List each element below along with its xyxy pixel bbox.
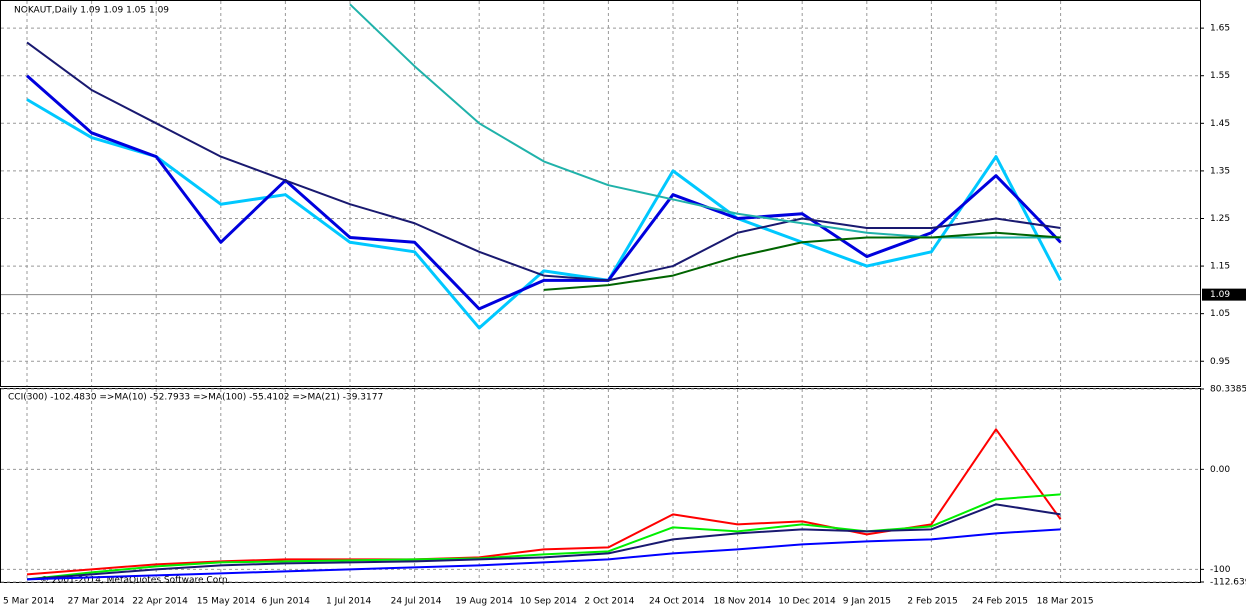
x-tick-label: 10 Dec 2014 bbox=[778, 597, 836, 607]
x-tick-label: 2 Feb 2015 bbox=[907, 597, 957, 607]
y-tick-label: 0.00 bbox=[1210, 465, 1230, 475]
x-tick-label: 19 Aug 2014 bbox=[455, 597, 513, 607]
main-panel bbox=[0, 0, 1201, 387]
x-tick-label: 9 Jan 2015 bbox=[843, 597, 891, 607]
x-tick-label: 10 Sep 2014 bbox=[520, 597, 577, 607]
x-tick-label: 27 Mar 2014 bbox=[68, 597, 125, 607]
indicator-panel bbox=[0, 388, 1201, 583]
x-tick-label: 22 Apr 2014 bbox=[132, 597, 188, 607]
last-price-label: 1.09 bbox=[1210, 290, 1230, 300]
x-tick-label: 5 Mar 2014 bbox=[3, 597, 55, 607]
y-tick-label: 1.45 bbox=[1210, 119, 1230, 129]
y-tick-label: 1.35 bbox=[1210, 166, 1230, 176]
y-tick-label: 1.65 bbox=[1210, 24, 1230, 34]
series-line bbox=[26, 503, 1061, 581]
x-tick-label: 1 Jul 2014 bbox=[326, 597, 371, 607]
x-tick-label: 6 Jun 2014 bbox=[261, 597, 310, 607]
x-tick-label: 18 Nov 2014 bbox=[714, 597, 772, 607]
series-line bbox=[26, 528, 1061, 581]
y-tick-label: 1.15 bbox=[1210, 262, 1230, 272]
series-line bbox=[26, 41, 1061, 282]
y-tick-label: 0.95 bbox=[1210, 357, 1230, 367]
x-tick-label: 24 Feb 2015 bbox=[972, 597, 1028, 607]
indicator-title: CCI(300) -102.4830 =>MA(10) -52.7933 =>M… bbox=[8, 393, 383, 403]
x-tick-label: 24 Oct 2014 bbox=[649, 597, 705, 607]
y-tick-label: -112.639 bbox=[1210, 578, 1246, 588]
y-tick-label: 1.55 bbox=[1210, 71, 1230, 81]
y-tick-label: 1.25 bbox=[1210, 214, 1230, 224]
chart-title: NOKAUT,Daily 1.09 1.09 1.05 1.09 bbox=[14, 6, 169, 16]
series-line bbox=[26, 98, 1062, 330]
y-tick-label: 80.3385 bbox=[1210, 385, 1246, 395]
copyright: © 2001-2014, MetaQuotes Software Corp. bbox=[40, 576, 231, 586]
series-line bbox=[543, 231, 1061, 291]
x-tick-label: 2 Oct 2014 bbox=[584, 597, 634, 607]
y-tick-label: -100 bbox=[1210, 565, 1231, 575]
x-tick-label: 15 May 2014 bbox=[197, 597, 256, 607]
series-line bbox=[26, 74, 1062, 311]
x-tick-label: 24 Jul 2014 bbox=[391, 597, 442, 607]
x-tick-label: 18 Mar 2015 bbox=[1037, 597, 1094, 607]
y-tick-label: 1.05 bbox=[1210, 309, 1230, 319]
last-price-box bbox=[1202, 288, 1246, 301]
